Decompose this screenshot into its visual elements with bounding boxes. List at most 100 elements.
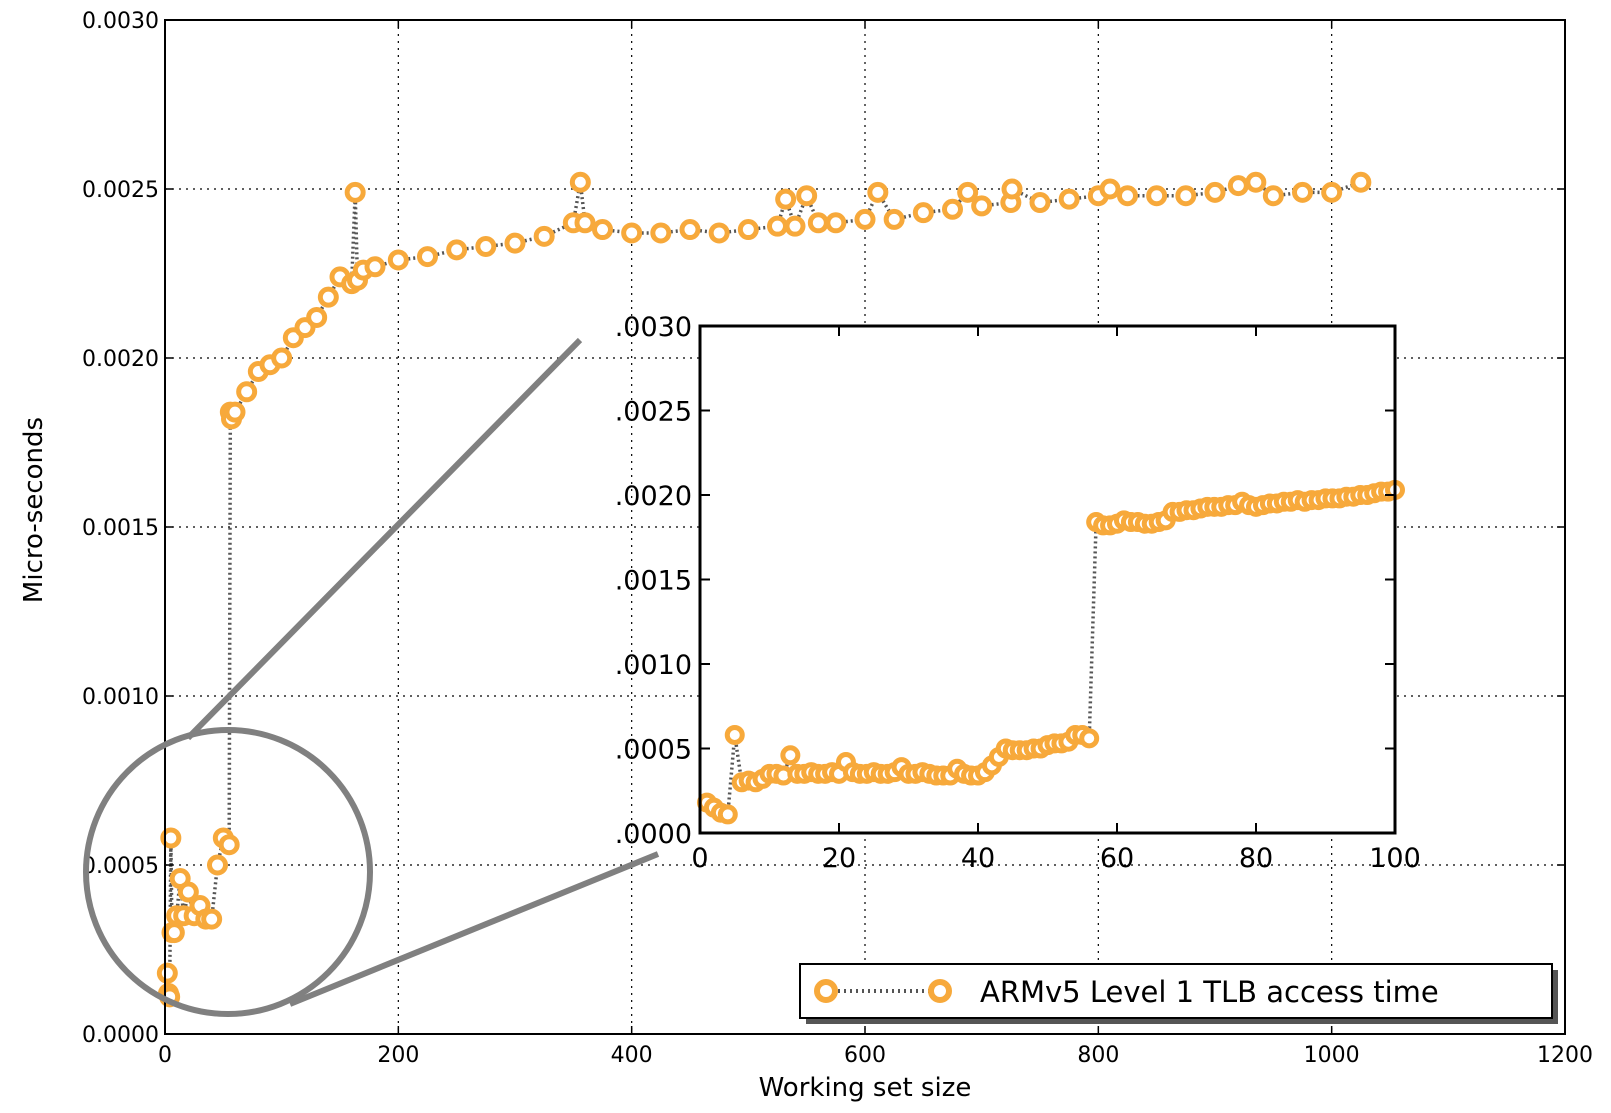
series-connector (280, 336, 295, 359)
data-point (1321, 181, 1343, 203)
inset-plot: 0 20 40 60 80 100 .0000 .0005 .0010 .0015 .0020 .00… (615, 312, 1421, 874)
data-point (387, 249, 409, 271)
data-point (207, 854, 228, 876)
x-tick-label: 600 (844, 1043, 886, 1068)
data-point (867, 181, 889, 203)
x-tick-label: 1000 (1304, 1043, 1360, 1068)
x-tick-label: 0 (158, 1043, 172, 1068)
data-point (569, 171, 591, 193)
data-point (1058, 188, 1080, 210)
data-point (1350, 171, 1372, 193)
data-point (708, 222, 730, 244)
data-point (218, 834, 240, 856)
data-point (177, 881, 199, 903)
inset-x-tick-label: 60 (1100, 843, 1134, 874)
data-point (854, 208, 876, 230)
data-point (364, 256, 386, 278)
data-point (224, 401, 246, 423)
data-point (1029, 192, 1051, 214)
y-tick-label: 0.0015 (82, 516, 159, 541)
y-tick-label: 0.0010 (82, 685, 159, 710)
legend-entry-label: ARMv5 Level 1 TLB access time (980, 975, 1439, 1009)
data-point (679, 219, 701, 241)
data-point (344, 181, 366, 203)
data-point (1245, 171, 1267, 193)
data-point (942, 198, 963, 220)
x-tick-label: 200 (377, 1043, 419, 1068)
data-point (317, 286, 339, 308)
y-tick-label: 0.0005 (82, 854, 159, 879)
data-point (957, 181, 979, 203)
y-tick-label: 0.0025 (82, 178, 159, 203)
data-point (1079, 728, 1100, 749)
data-point (912, 202, 934, 224)
x-axis-label: Working set size (759, 1073, 972, 1103)
x-tick-label: 400 (611, 1043, 653, 1068)
data-point (533, 225, 555, 247)
data-point (737, 219, 759, 241)
data-point (1117, 185, 1138, 207)
data-point (1262, 185, 1284, 207)
y-tick-label: 0.0020 (82, 347, 159, 372)
inset-y-tick-label: .0025 (615, 397, 692, 428)
data-point (767, 215, 788, 237)
data-point (592, 219, 613, 241)
data-point (417, 246, 438, 268)
legend-box (799, 963, 1553, 1019)
data-point (807, 212, 829, 234)
y-tick-label: 0.0000 (82, 1023, 159, 1048)
series-connector (781, 754, 793, 777)
zoom-annotation (83, 337, 660, 1017)
data-point (163, 922, 185, 944)
series-connector (227, 412, 233, 845)
data-point (475, 235, 497, 257)
series-connector (169, 837, 174, 933)
y-tick-label: 0.0030 (82, 9, 159, 34)
series-connector (951, 191, 969, 211)
series-connector (233, 390, 249, 413)
inset-y-tick-label: .0000 (615, 819, 692, 850)
legend: ARMv5 Level 1 TLB access time (799, 963, 1558, 1024)
x-tick-label: 800 (1077, 1043, 1119, 1068)
data-point (971, 195, 993, 217)
inset-x-tick-label: 20 (822, 843, 856, 874)
data-point (796, 185, 818, 207)
data-point (574, 212, 596, 234)
data-point (1227, 175, 1249, 197)
series-connector (1254, 180, 1275, 198)
legend-hollow-circle-marker-icon (814, 979, 838, 1003)
data-point (236, 381, 258, 403)
data-point (446, 239, 468, 261)
data-point (306, 306, 328, 328)
y-axis-label: Micro-seconds (19, 417, 49, 603)
inset-x-tick-label: 100 (1369, 843, 1421, 874)
data-point (1292, 181, 1313, 203)
inset-y-tick-label: .0005 (615, 735, 692, 766)
data-point (1001, 178, 1023, 200)
series-connector (1087, 521, 1098, 739)
data-point (650, 222, 672, 244)
zoom-connector-lower (288, 851, 660, 1007)
inset-x-tick-label: 40 (961, 843, 995, 874)
data-point (1099, 178, 1121, 200)
inset-y-tick-label: .0010 (615, 650, 692, 681)
series-connector (326, 276, 342, 299)
inset-y-tick-label: .0030 (615, 312, 692, 343)
inset-y-tick-label: .0015 (615, 566, 692, 597)
x-tick-label: 1200 (1537, 1043, 1593, 1068)
data-point (717, 804, 738, 825)
main-series (156, 171, 1372, 1008)
inset-ticks: 0 20 40 60 80 100 .0000 .0005 .0010 .0015 .0020 .00… (615, 312, 1421, 874)
data-point (780, 745, 801, 766)
data-point (621, 222, 643, 244)
zoom-connector-upper (185, 337, 583, 741)
data-point (775, 188, 797, 210)
data-point (883, 208, 905, 230)
data-point (1175, 185, 1197, 207)
inset-plot-area (700, 326, 1395, 833)
main-ticks: 0 200 400 600 800 1000 1200 0.0000 0.0005 0.0010 0… (82, 9, 1593, 1068)
series-connector (726, 734, 737, 815)
legend-hollow-circle-marker-icon (928, 979, 952, 1003)
